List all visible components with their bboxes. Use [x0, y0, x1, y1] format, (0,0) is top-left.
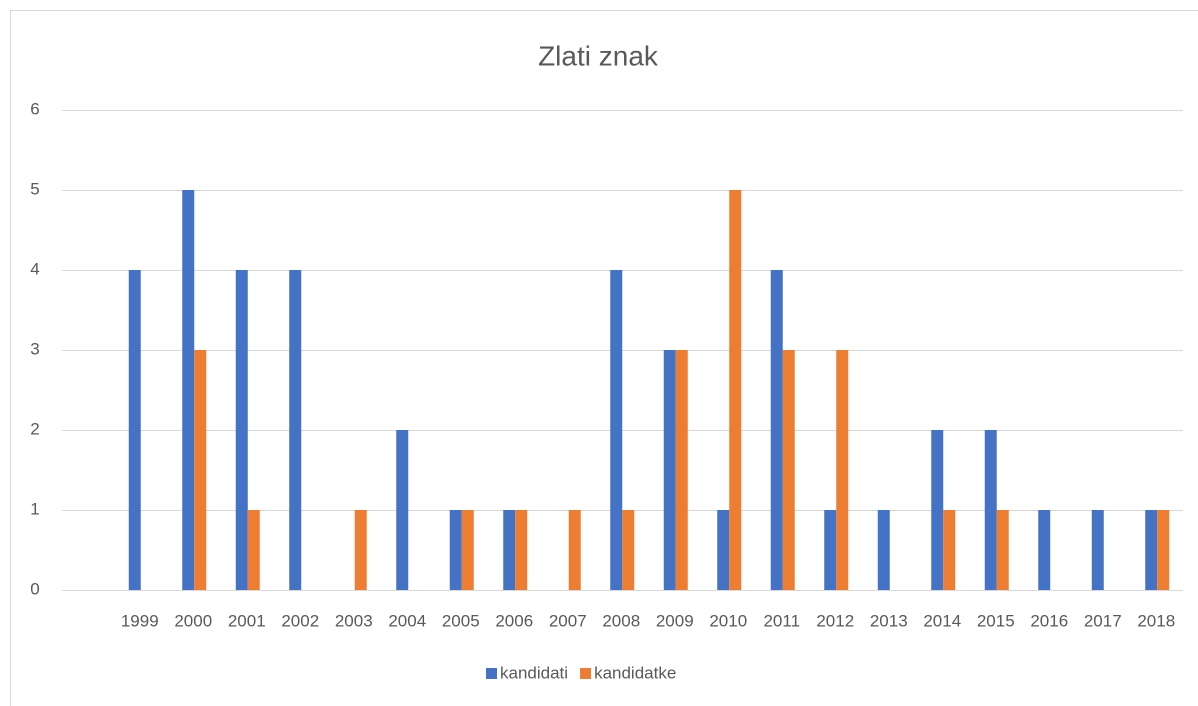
x-tick-label: 2008 — [602, 611, 640, 630]
bar — [503, 510, 516, 590]
bar — [515, 510, 528, 590]
bar — [247, 510, 260, 590]
x-tick-label: 2004 — [388, 611, 426, 630]
x-tick-label: 2017 — [1084, 611, 1122, 630]
y-tick-label: 3 — [30, 339, 39, 358]
bar — [943, 510, 956, 590]
legend-swatch — [580, 668, 592, 679]
bar — [1091, 510, 1104, 590]
x-tick-label: 2009 — [656, 611, 694, 630]
bar — [568, 510, 581, 590]
x-tick-label: 2002 — [281, 611, 319, 630]
y-tick-label: 0 — [30, 579, 39, 598]
x-tick-label: 2015 — [977, 611, 1015, 630]
bar — [877, 510, 890, 590]
x-tick-label: 2007 — [549, 611, 587, 630]
bar — [931, 430, 944, 590]
x-tick-label: 2011 — [763, 611, 800, 630]
x-tick-label: 1999 — [121, 611, 159, 630]
bar — [194, 350, 207, 590]
x-tick-label: 2001 — [228, 611, 266, 630]
x-tick-label: 2018 — [1137, 611, 1175, 630]
legend-label: kandidatke — [594, 663, 676, 682]
bar — [235, 270, 248, 590]
bar — [984, 430, 997, 590]
x-tick-label: 2013 — [870, 611, 908, 630]
y-tick-label: 4 — [30, 259, 39, 278]
bar — [354, 510, 367, 590]
bar — [182, 190, 195, 590]
x-tick-label: 2014 — [923, 611, 961, 630]
bar — [461, 510, 474, 590]
y-tick-label: 6 — [30, 99, 39, 118]
bar — [1038, 510, 1051, 590]
bar — [1145, 510, 1158, 590]
chart-title: Zlati znak — [538, 40, 659, 71]
y-tick-label: 5 — [30, 179, 39, 198]
x-tick-label: 2016 — [1030, 611, 1068, 630]
bar — [824, 510, 837, 590]
bar — [717, 510, 730, 590]
x-tick-label: 2010 — [709, 611, 747, 630]
legend-label: kandidati — [500, 663, 568, 682]
x-tick-label: 2012 — [816, 611, 854, 630]
y-tick-label: 1 — [30, 499, 39, 518]
bar — [996, 510, 1009, 590]
bar — [729, 190, 742, 590]
bar — [449, 510, 462, 590]
x-tick-label: 2000 — [174, 611, 212, 630]
bar — [663, 350, 676, 590]
bar — [128, 270, 141, 590]
legend-swatch — [486, 668, 497, 679]
bar — [610, 270, 623, 590]
x-tick-label: 2003 — [335, 611, 373, 630]
bar — [289, 270, 302, 590]
bar — [675, 350, 688, 590]
bar — [782, 350, 795, 590]
bar — [1157, 510, 1170, 590]
y-tick-label: 2 — [30, 419, 39, 438]
bar — [396, 430, 409, 590]
x-tick-label: 2006 — [495, 611, 533, 630]
x-tick-label: 2005 — [442, 611, 480, 630]
bar — [770, 270, 783, 590]
bar — [622, 510, 635, 590]
bar — [836, 350, 849, 590]
